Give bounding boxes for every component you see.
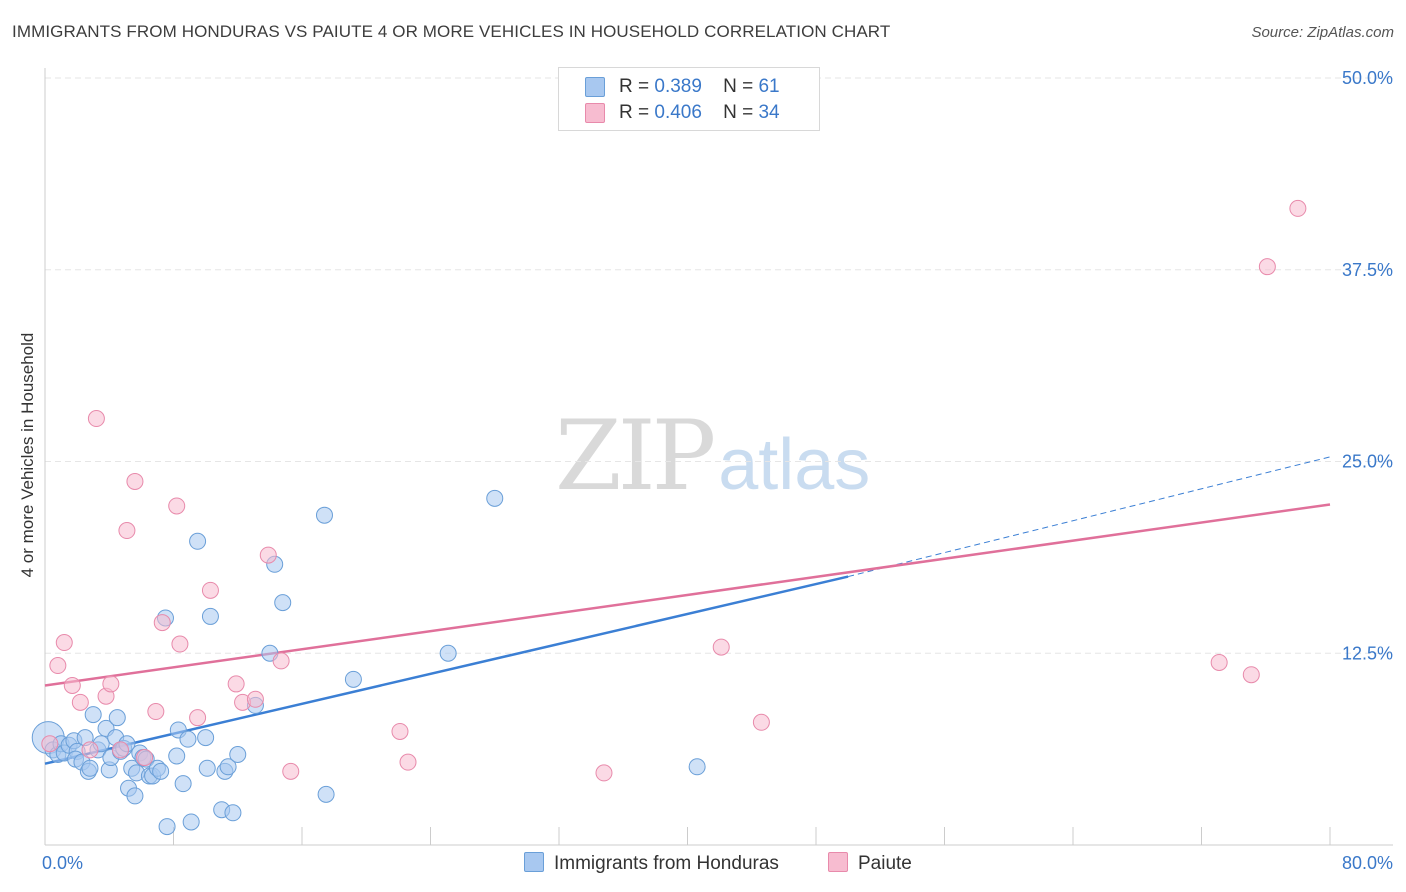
series-legend-honduras: Immigrants from Honduras [524,852,779,875]
legend-n-label: N = [723,102,754,123]
watermark-zip: ZIP [555,400,716,512]
honduras-point [201,607,219,625]
paiute-point [168,497,186,515]
paiute-point [259,546,277,564]
legend-r-value: 0.406 [654,102,702,123]
paiute-point [272,652,290,670]
paiute-point [118,522,136,540]
paiute-point [595,764,613,782]
honduras-point [152,762,170,780]
paiute-point [63,676,81,694]
paiute-point [153,614,171,632]
paiute-point [147,703,165,721]
legend-n-label: N = [723,76,754,97]
honduras-point [182,813,200,831]
y-tick-label: 25.0% [1342,452,1393,472]
legend-swatch-pink [585,103,605,123]
paiute-point [1210,653,1228,671]
paiute-point [102,675,120,693]
y-tick-label: 50.0% [1342,68,1393,88]
chart-title: IMMIGRANTS FROM HONDURAS VS PAIUTE 4 OR … [12,22,891,41]
paiute-point [87,410,105,428]
honduras-point [126,787,144,805]
legend-r-value: 0.389 [654,76,702,97]
paiute-point [1289,199,1307,217]
honduras-point [81,759,99,777]
honduras-point [344,670,362,688]
paiute-point [136,749,154,767]
paiute-point [189,709,207,727]
honduras-point [108,709,126,727]
honduras-point [197,729,215,747]
x-tick-label-min: 0.0% [42,853,83,873]
honduras-point [274,594,292,612]
honduras-point [224,804,242,822]
axis-layer [44,68,1393,846]
trend-layer [44,456,1331,765]
x-tick-label-max: 80.0% [1342,853,1393,873]
legend-swatch-blue [585,77,605,97]
legend-r-label: R = [619,102,650,123]
series-swatch-pink [828,852,848,872]
honduras-point [198,759,216,777]
y-tick-label: 37.5% [1342,260,1393,280]
paiute-trendline [44,503,1331,687]
grid-layer [45,77,1393,654]
paiute-point [752,713,770,731]
paiute-point [1242,666,1260,684]
legend-r-label: R = [619,76,650,97]
honduras-point [174,775,192,793]
honduras-point [315,506,333,524]
honduras-point [439,644,457,662]
honduras-point [486,489,504,507]
paiute-point [171,635,189,653]
paiute-point [282,762,300,780]
honduras-point [84,706,102,724]
honduras-point [219,758,237,776]
paiute-point [71,693,89,711]
paiute-point [246,690,264,708]
paiute-point [81,741,99,759]
correlation-legend: R = 0.389 N = 61 R = 0.406 N = 34 [558,67,820,131]
honduras-point [168,747,186,765]
points-layer [31,199,1307,836]
paiute-point [399,753,417,771]
honduras-point [189,532,207,550]
series-name-paiute: Paiute [858,853,912,874]
paiute-point [55,634,73,652]
tick-label-layer: 12.5% 25.0% 37.5% 50.0% 0.0% 80.0% [42,68,1393,873]
honduras-trendline-extension [848,456,1331,578]
series-legend-paiute: Paiute [828,852,912,875]
paiute-point [201,581,219,599]
paiute-point [126,472,144,490]
y-tick-label: 12.5% [1342,643,1393,663]
paiute-point [41,735,59,753]
honduras-trendline [44,575,849,765]
series-name-honduras: Immigrants from Honduras [554,853,779,874]
paiute-point [712,638,730,656]
legend-n-value: 34 [758,102,780,123]
honduras-point [688,758,706,776]
paiute-point [391,722,409,740]
honduras-point [229,745,247,763]
watermark: ZIPatlas [555,400,870,512]
watermark-atlas: atlas [718,425,871,505]
series-swatch-blue [524,852,544,872]
chart-source: Source: ZipAtlas.com [1251,24,1394,41]
honduras-point [158,818,176,836]
paiute-point [227,675,245,693]
honduras-point [179,730,197,748]
honduras-point [317,785,335,803]
paiute-point [1258,258,1276,276]
paiute-point [49,657,67,675]
paiute-point [111,741,129,759]
legend-n-value: 61 [758,76,780,97]
